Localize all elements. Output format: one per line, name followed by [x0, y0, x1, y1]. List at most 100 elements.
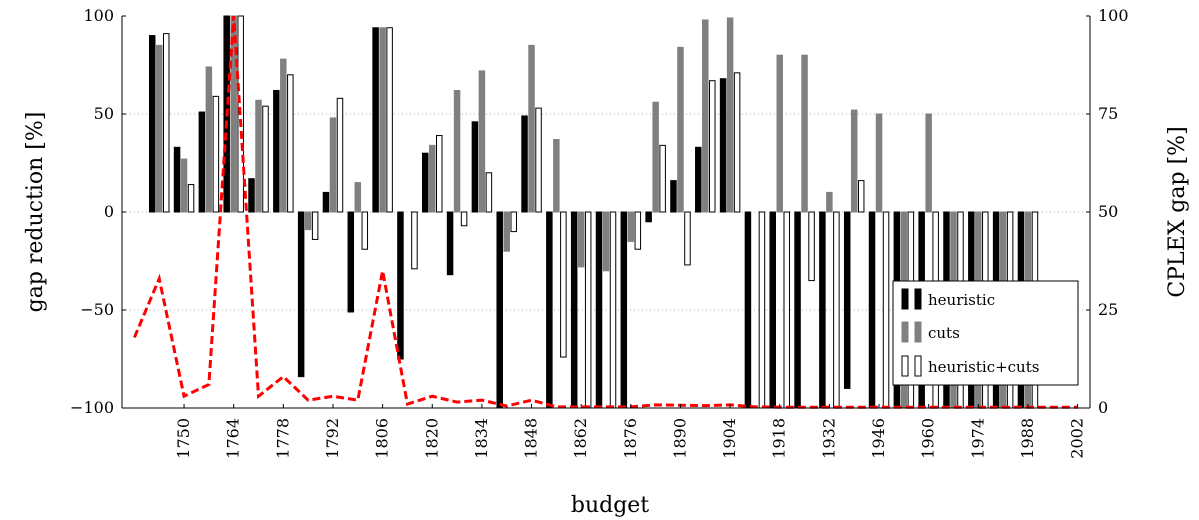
bar-heuristic-cuts-1827 [460, 211, 468, 227]
bar-heuristic-cuts-1848 [535, 107, 542, 213]
bar-cuts-1778 [280, 58, 287, 213]
bar-heuristic-1799 [347, 211, 355, 313]
bar-heuristic-cuts-1911 [758, 211, 766, 409]
legend-swatch-heuristic-2 [914, 288, 922, 310]
bar-cuts-1757 [205, 66, 213, 213]
bar-heuristic-cuts-1820 [436, 135, 443, 213]
x-tick-label-13: 1932 [819, 418, 838, 459]
x-tick-label-3: 1792 [323, 418, 342, 459]
bar-heuristic-1778 [273, 89, 280, 213]
x-tick-label-4: 1806 [373, 418, 392, 459]
x-axis-title: budget [571, 493, 649, 518]
legend-swatch-heuristic-cuts-2 [914, 355, 922, 377]
bar-heuristic-1918 [769, 211, 776, 409]
bar-heuristic-cuts-1946 [882, 211, 890, 409]
x-tick-label-15: 1960 [919, 418, 938, 459]
y-left-tick-label-2: 0 [104, 202, 114, 221]
bar-cuts-1897 [702, 19, 709, 213]
x-tick-label-17: 1988 [1018, 418, 1037, 459]
bar-heuristic-1869 [595, 211, 603, 409]
bar-heuristic-1813 [397, 211, 404, 360]
legend-item-cuts: cuts [901, 321, 960, 343]
x-tick-label-18: 2002 [1068, 418, 1087, 459]
legend: heuristic cuts heuristic+cuts [892, 280, 1079, 386]
bar-heuristic-cuts-1862 [584, 211, 592, 409]
bar-heuristic-1883 [645, 211, 652, 223]
bar-cuts-1827 [453, 89, 461, 213]
bar-heuristic-1757 [198, 111, 206, 213]
bar-heuristic-cuts-1932 [833, 211, 840, 409]
y-right-tick-label-4: 100 [1098, 6, 1129, 25]
y-left-tick-label-1: −50 [80, 300, 114, 319]
legend-label-cuts: cuts [928, 324, 960, 342]
bar-cuts-1869 [602, 211, 610, 272]
x-tick-label-5: 1820 [422, 418, 441, 459]
bar-heuristic-cuts-1897 [709, 80, 716, 213]
bar-heuristic-1946 [868, 211, 876, 409]
bar-cuts-1876 [627, 211, 635, 242]
bar-cuts-1848 [528, 44, 535, 213]
bar-heuristic-cuts-1771 [262, 105, 269, 213]
bar-heuristic-1925 [794, 211, 801, 409]
bar-heuristic-1890 [670, 180, 677, 213]
x-tick-label-0: 1750 [174, 418, 193, 459]
bar-heuristic-1855 [546, 211, 553, 409]
x-tick-label-7: 1848 [522, 418, 541, 459]
bar-heuristic-1743 [148, 35, 156, 213]
bar-heuristic-1827 [446, 211, 454, 276]
bar-heuristic-1911 [744, 211, 752, 409]
bar-cuts-1771 [255, 99, 262, 213]
x-tick-label-6: 1834 [472, 418, 491, 459]
cplex-gap-line [133, 15, 1078, 409]
y-axis-left-title: gap reduction [%] [23, 112, 48, 313]
legend-swatch-cuts-2 [914, 321, 922, 343]
bar-heuristic-cuts-1813 [411, 211, 418, 270]
x-tick-label-10: 1890 [671, 418, 690, 459]
legend-swatch-cuts [901, 321, 909, 343]
bar-cuts-1932 [826, 191, 833, 213]
bar-cuts-1904 [726, 17, 734, 213]
bar-heuristic-1771 [248, 178, 255, 213]
bar-cuts-1750 [180, 158, 188, 213]
bar-cuts-1764 [230, 15, 237, 213]
bar-heuristic-1939 [843, 211, 851, 389]
bar-heuristic-cuts-1834 [485, 172, 493, 213]
x-tick-label-11: 1904 [720, 418, 739, 459]
x-tick-label-9: 1876 [621, 418, 640, 459]
bar-cuts-1925 [801, 54, 808, 213]
bar-heuristic-cuts-1757 [212, 95, 220, 213]
bar-cuts-1841 [503, 211, 510, 252]
x-tick-label-1: 1764 [224, 418, 243, 459]
legend-swatch-heuristic-cuts [901, 355, 909, 377]
bar-cuts-1820 [429, 144, 436, 213]
bar-heuristic-1785 [297, 211, 305, 378]
bar-cuts-1883 [652, 101, 659, 213]
bar-heuristic-cuts-1778 [287, 74, 294, 213]
legend-item-heuristic: heuristic [901, 288, 995, 310]
x-axis-ticks: 1750 1764 1778 1792 1806 1820 1834 1848 1862 1876… [174, 404, 1087, 459]
bar-cuts-1792 [329, 117, 337, 213]
bar-cuts-1918 [776, 54, 783, 213]
bar-heuristic-1876 [620, 211, 628, 409]
y-right-tick-label-3: 75 [1098, 104, 1118, 123]
bar-heuristic-cuts-1792 [336, 97, 344, 213]
y-left-tick-label-3: 50 [94, 104, 114, 123]
bar-heuristic-cuts-1743 [162, 33, 170, 213]
bar-heuristic-1792 [322, 191, 330, 213]
legend-item-heuristic-cuts: heuristic+cuts [901, 355, 1039, 377]
x-tick-label-8: 1862 [571, 418, 590, 459]
bar-cuts-1960 [925, 113, 932, 213]
bar-heuristic-1750 [173, 146, 181, 213]
bar-heuristic-cuts-1841 [510, 211, 517, 233]
bar-cuts-1799 [354, 182, 362, 213]
legend-swatch-heuristic [901, 288, 909, 310]
cplex-gap-line-group [133, 15, 1078, 409]
bar-cuts-1890 [677, 46, 684, 213]
bar-cuts-1946 [875, 113, 883, 213]
x-tick-label-12: 1918 [770, 418, 789, 459]
bar-heuristic-cuts-1869 [609, 211, 617, 409]
bar-heuristic-cuts-1806 [386, 27, 393, 213]
bar-heuristic-cuts-1876 [634, 211, 642, 250]
bar-cuts-1834 [478, 70, 486, 213]
